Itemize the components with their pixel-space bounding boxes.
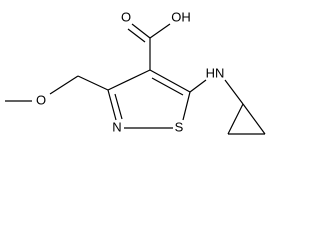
bond <box>127 28 146 43</box>
bond <box>49 75 79 95</box>
atom-label: OH <box>171 9 191 24</box>
bond <box>131 23 151 39</box>
bond <box>114 93 123 120</box>
bond <box>224 79 244 105</box>
bond <box>189 79 207 93</box>
atom-label: O <box>36 92 46 107</box>
atom-label: S <box>175 119 184 134</box>
bond <box>151 77 184 96</box>
bonds <box>5 23 266 135</box>
bond <box>182 91 191 121</box>
bond <box>107 69 151 91</box>
atom-label: N <box>112 119 121 134</box>
bond <box>227 103 244 135</box>
page: O OH O N S HN (() => { const data = JSON… <box>5 9 266 135</box>
bond <box>149 23 171 39</box>
bond <box>107 89 117 121</box>
structure-diagram: O OH O N S HN <box>5 9 266 135</box>
atom-label: HN <box>206 65 225 80</box>
bond <box>242 103 266 135</box>
atom-label: O <box>121 9 131 24</box>
bond <box>149 69 191 93</box>
bond <box>77 75 109 91</box>
